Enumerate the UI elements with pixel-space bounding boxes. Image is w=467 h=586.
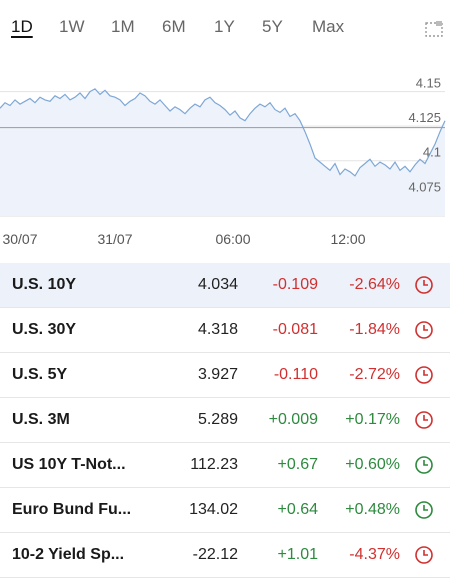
market-status-clock-icon	[415, 546, 433, 564]
instrument-name: US 10Y T-Not...	[12, 456, 126, 473]
y-tick-label: 4.1	[423, 145, 441, 160]
range-tab-max[interactable]: Max	[312, 17, 345, 36]
price-change: -0.110	[273, 366, 318, 383]
instrument-name: U.S. 10Y	[12, 276, 77, 293]
price-change: +0.67	[277, 456, 318, 473]
chart-series-line	[0, 88, 446, 177]
price-chart[interactable]: 4.15 4.125 4.1 4.075 30/07 31/07 06:00 12:00	[0, 56, 467, 256]
range-tab-1d[interactable]: 1D	[11, 17, 33, 36]
percent-change: +0.60%	[345, 456, 400, 473]
chart-area-fill	[0, 88, 445, 216]
x-tick-label: 30/07	[2, 231, 37, 247]
x-tick-label: 31/07	[97, 231, 132, 247]
market-status-clock-icon	[415, 276, 433, 294]
percent-change: +0.48%	[345, 501, 400, 518]
instrument-name: U.S. 3M	[12, 411, 70, 428]
range-selector: 1D 1W 1M 6M 1Y 5Y Max	[0, 0, 467, 56]
price-change: +0.009	[268, 411, 318, 428]
price-change: -0.109	[272, 276, 318, 293]
instrument-row[interactable]: 10-2 Yield Sp... -22.12 +1.01 -4.37%	[0, 533, 450, 578]
market-status-clock-icon	[415, 411, 433, 429]
price-change: +1.01	[277, 546, 318, 563]
percent-change: -1.84%	[349, 321, 400, 338]
last-price: -22.12	[192, 546, 238, 563]
price-change: +0.64	[277, 501, 318, 518]
last-price: 5.289	[197, 411, 238, 428]
instrument-name: Euro Bund Fu...	[12, 501, 132, 518]
chart-canvas: 4.15 4.125 4.1 4.075 30/07 31/07 06:00 12:00	[0, 76, 446, 247]
percent-change: -4.37%	[349, 546, 400, 563]
x-tick-label: 12:00	[330, 231, 365, 247]
market-status-clock-icon	[415, 321, 433, 339]
instrument-row[interactable]: Euro Bund Fu... 134.02 +0.64 +0.48%	[0, 488, 450, 533]
instrument-name: 10-2 Yield Sp...	[12, 546, 125, 563]
instrument-row[interactable]: US 10Y T-Not... 112.23 +0.67 +0.60%	[0, 443, 450, 488]
instrument-list: U.S. 10Y 4.034 -0.109 -2.64% U.S. 30Y 4.318 -0…	[0, 263, 450, 578]
range-tab-1m[interactable]: 1M	[111, 17, 135, 36]
instrument-name: U.S. 30Y	[12, 321, 77, 338]
range-tab-5y[interactable]: 5Y	[262, 17, 283, 36]
y-tick-label: 4.15	[416, 76, 441, 91]
market-status-clock-icon	[415, 366, 433, 384]
range-tab-1y[interactable]: 1Y	[214, 17, 235, 36]
last-price: 4.318	[197, 321, 238, 338]
y-tick-label: 4.125	[408, 110, 441, 125]
range-tab-6m[interactable]: 6M	[162, 17, 186, 36]
y-tick-label: 4.075	[408, 179, 441, 194]
range-tab-1w[interactable]: 1W	[59, 17, 85, 36]
market-status-clock-icon	[415, 501, 433, 519]
price-change: -0.081	[272, 321, 318, 338]
last-price: 3.927	[197, 366, 238, 383]
last-price: 112.23	[190, 456, 238, 473]
last-price: 4.034	[197, 276, 238, 293]
x-tick-label: 06:00	[215, 231, 250, 247]
instrument-row[interactable]: U.S. 30Y 4.318 -0.081 -1.84%	[0, 308, 450, 353]
percent-change: +0.17%	[345, 411, 400, 428]
expand-chart-icon[interactable]	[424, 19, 444, 39]
instrument-row[interactable]: U.S. 10Y 4.034 -0.109 -2.64%	[0, 263, 450, 308]
instrument-row[interactable]: U.S. 3M 5.289 +0.009 +0.17%	[0, 398, 450, 443]
instrument-row[interactable]: U.S. 5Y 3.927 -0.110 -2.72%	[0, 353, 450, 398]
last-price: 134.02	[189, 501, 238, 518]
instrument-name: U.S. 5Y	[12, 366, 68, 383]
percent-change: -2.64%	[349, 276, 400, 293]
market-status-clock-icon	[415, 456, 433, 474]
percent-change: -2.72%	[349, 366, 400, 383]
